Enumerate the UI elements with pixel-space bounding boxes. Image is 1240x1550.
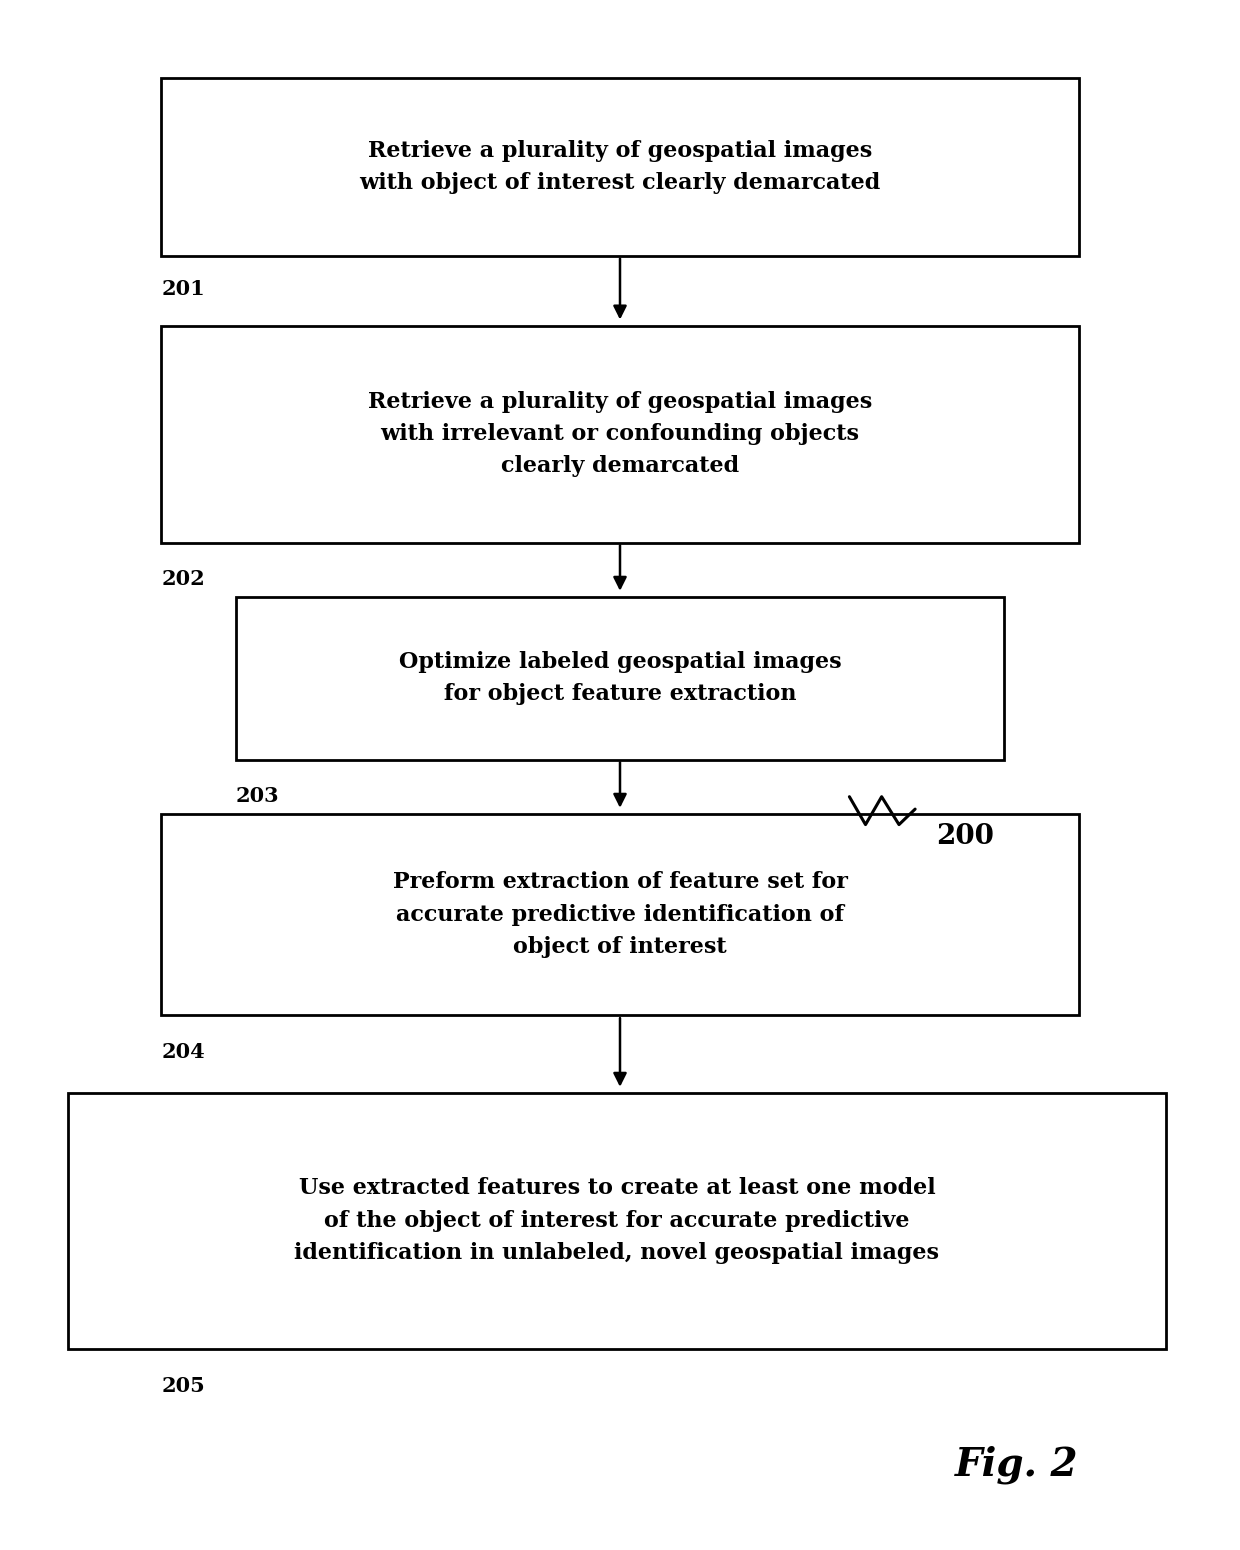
FancyBboxPatch shape [161,326,1079,542]
Text: Fig. 2: Fig. 2 [955,1446,1079,1483]
FancyBboxPatch shape [161,78,1079,256]
Text: 205: 205 [161,1376,205,1397]
Text: 203: 203 [236,786,279,806]
Text: Preform extraction of feature set for
accurate predictive identification of
obje: Preform extraction of feature set for ac… [393,871,847,958]
Text: 200: 200 [936,823,994,851]
Text: 202: 202 [161,569,205,589]
FancyBboxPatch shape [236,597,1004,760]
Text: 201: 201 [161,279,205,299]
FancyBboxPatch shape [161,814,1079,1015]
Text: 204: 204 [161,1042,205,1062]
Text: Optimize labeled geospatial images
for object feature extraction: Optimize labeled geospatial images for o… [399,651,841,705]
Text: Use extracted features to create at least one model
of the object of interest fo: Use extracted features to create at leas… [294,1178,940,1263]
Text: Retrieve a plurality of geospatial images
with object of interest clearly demarc: Retrieve a plurality of geospatial image… [360,140,880,194]
Text: Retrieve a plurality of geospatial images
with irrelevant or confounding objects: Retrieve a plurality of geospatial image… [368,391,872,477]
FancyBboxPatch shape [68,1093,1166,1348]
